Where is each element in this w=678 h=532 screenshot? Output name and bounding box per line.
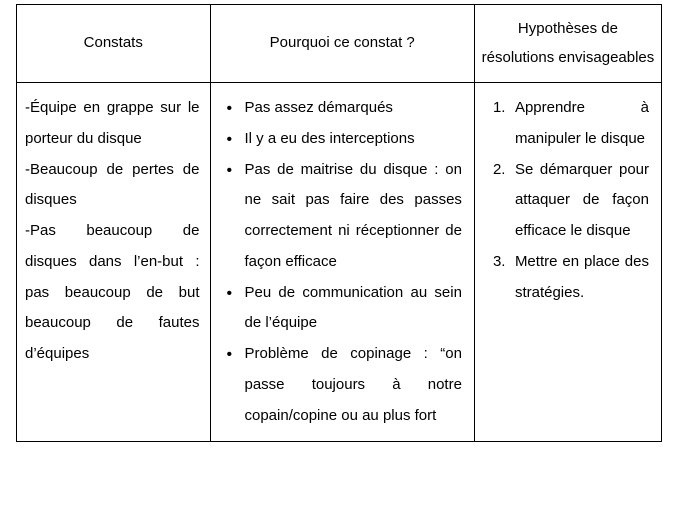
constat-line: -Équipe en grappe sur le porteur du disq… xyxy=(25,93,200,155)
observations-table: Constats Pourquoi ce constat ? Hypothèse… xyxy=(16,4,662,442)
col-header-hypotheses: Hypothèses de résolutions envisageables xyxy=(474,5,661,83)
list-item: Peu de communication au sein de l’équipe xyxy=(215,278,462,340)
list-item: Il y a eu des interceptions xyxy=(215,124,462,155)
cell-hypotheses: Apprendre à manipuler le disque Se démar… xyxy=(474,83,661,442)
list-item: Apprendre à manipuler le disque xyxy=(479,93,649,155)
list-item: Mettre en place des stratégies. xyxy=(479,247,649,309)
list-item: Se démarquer pour attaquer de façon effi… xyxy=(479,155,649,247)
col-header-pourquoi: Pourquoi ce constat ? xyxy=(210,5,474,83)
hypotheses-list: Apprendre à manipuler le disque Se démar… xyxy=(479,93,649,308)
constat-line: -Beaucoup de pertes de disques xyxy=(25,155,200,217)
pourquoi-list: Pas assez démarqués Il y a eu des interc… xyxy=(215,93,462,431)
cell-constats: -Équipe en grappe sur le porteur du disq… xyxy=(17,83,211,442)
col-header-constats: Constats xyxy=(17,5,211,83)
table-header-row: Constats Pourquoi ce constat ? Hypothèse… xyxy=(17,5,662,83)
cell-pourquoi: Pas assez démarqués Il y a eu des interc… xyxy=(210,83,474,442)
table-row: -Équipe en grappe sur le porteur du disq… xyxy=(17,83,662,442)
list-item: Pas de maitrise du disque : on ne sait p… xyxy=(215,155,462,278)
list-item: Pas assez démarqués xyxy=(215,93,462,124)
list-item: Problème de copinage : “on passe toujour… xyxy=(215,339,462,431)
constat-line: -Pas beaucoup de disques dans l’en-but :… xyxy=(25,216,200,370)
